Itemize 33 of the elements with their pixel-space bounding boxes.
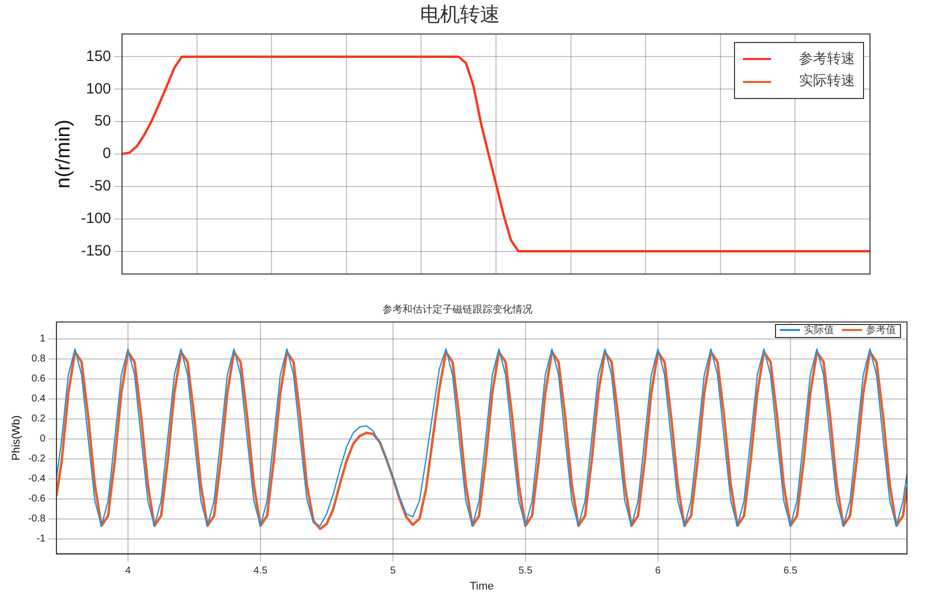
y-tick-label: -0.6 [28,494,46,505]
x-tick-label: 4 [125,566,132,577]
y-axis-title: n(r/min) [52,120,75,188]
chart-title: 电机转速 [420,2,500,26]
y-tick-label: -150 [80,242,112,260]
x-tick-label: 6 [655,566,662,577]
legend-label: 参考转速 [799,51,855,67]
y-tick-label: 0 [102,145,112,162]
y-tick-label: 0.4 [32,394,46,405]
x-tick-label: 6.5 [783,566,798,577]
y-tick-label: 0 [40,434,46,445]
legend-label: 实际值 [804,325,834,336]
legend-label: 实际转速 [799,73,855,90]
x-tick-label: 5.5 [518,566,533,577]
y-tick-label: -1 [36,534,46,545]
y-tick-label: 0.2 [32,414,46,425]
y-tick-label: 1 [40,334,46,345]
y-tick-label: 0.6 [32,374,46,385]
y-tick-label: 100 [86,80,112,98]
x-axis-title: Time [470,580,494,592]
chart-title: 参考和估计定子磁链跟踪变化情况 [382,304,532,316]
x-tick-label: 5 [390,566,396,577]
x-tick-label: 4.5 [254,566,268,577]
y-tick-label: 50 [94,112,112,130]
y-axis-title: Phis(Wb) [10,415,23,461]
y-tick-label: -0.8 [28,514,46,525]
y-tick-label: 150 [86,48,112,65]
y-tick-label: -50 [89,178,112,195]
y-tick-label: 0.8 [32,354,46,365]
y-tick-label: -0.2 [28,454,46,465]
legend-label: 参考值 [866,325,896,336]
y-tick-label: -100 [80,210,112,228]
y-tick-label: -0.4 [28,474,46,485]
